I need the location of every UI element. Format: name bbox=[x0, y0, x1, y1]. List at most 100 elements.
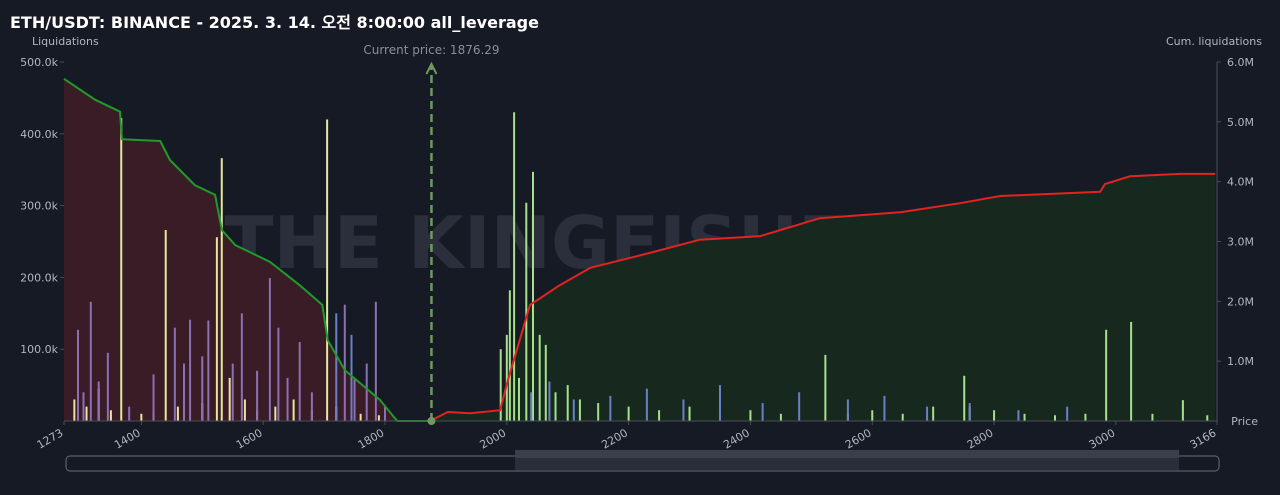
liquidation-bar bbox=[1151, 413, 1154, 421]
liquidation-bar bbox=[310, 392, 313, 421]
liquidation-bar bbox=[176, 406, 179, 421]
y2-tick-label: 5.0M bbox=[1227, 116, 1254, 129]
liquidation-bar bbox=[627, 406, 630, 421]
liquidation-bar bbox=[993, 410, 996, 421]
liquidation-bar bbox=[926, 406, 929, 421]
chart-title: ETH/USDT: BINANCE - 2025. 3. 14. 오전 8:00… bbox=[10, 13, 539, 32]
y2-tick-label: 1.0M bbox=[1227, 355, 1254, 368]
liquidation-bar bbox=[240, 313, 243, 421]
liquidation-bar bbox=[883, 395, 886, 421]
liquidation-bar bbox=[779, 413, 782, 421]
y2-tick-label: 2.0M bbox=[1227, 295, 1254, 308]
liquidation-bar bbox=[109, 410, 112, 421]
liquidation-bar bbox=[77, 329, 80, 421]
liquidation-bar bbox=[231, 363, 234, 421]
liquidation-bar bbox=[682, 399, 685, 421]
liquidation-bar bbox=[228, 377, 231, 421]
liquidation-bar bbox=[128, 406, 131, 421]
cumulative-area bbox=[430, 173, 1216, 421]
liquidation-bar bbox=[343, 304, 346, 421]
liquidation-bar bbox=[292, 399, 295, 421]
liquidation-bar bbox=[1206, 415, 1209, 421]
liquidation-bar bbox=[365, 363, 368, 421]
y2-tick-label: 6.0M bbox=[1227, 56, 1254, 69]
liquidation-bar bbox=[761, 403, 764, 421]
liquidation-bar bbox=[256, 370, 259, 421]
liquidation-bar bbox=[274, 406, 277, 421]
liquidation-bar bbox=[517, 377, 520, 421]
liquidation-bar bbox=[718, 385, 721, 421]
liquidation-bar bbox=[120, 118, 123, 421]
liquidation-bar bbox=[645, 388, 648, 421]
liquidation-bar bbox=[215, 237, 218, 421]
current-price-arrow bbox=[425, 61, 438, 75]
liquidation-bar bbox=[525, 202, 528, 421]
y-axis-label: Liquidations bbox=[32, 35, 99, 48]
liquidation-bar bbox=[1023, 413, 1026, 421]
liquidation-bar bbox=[609, 395, 612, 421]
cumulative-line bbox=[429, 172, 1216, 422]
liquidation-bar bbox=[383, 406, 386, 421]
liquidation-bar bbox=[207, 320, 210, 421]
liquidation-bar bbox=[268, 278, 271, 421]
liquidation-bar bbox=[597, 403, 600, 421]
liquidation-bar bbox=[572, 399, 575, 421]
liquidation-bar bbox=[578, 399, 581, 421]
liquidation-bar bbox=[220, 158, 223, 421]
scrollbar-range[interactable] bbox=[515, 458, 1179, 470]
liquidation-bar bbox=[326, 119, 329, 421]
x-axis-label: Price bbox=[1231, 415, 1258, 428]
liquidation-bar bbox=[286, 377, 289, 421]
current-price-dot bbox=[427, 417, 436, 425]
y-tick-label: 300.0k bbox=[20, 200, 58, 213]
liquidation-bar bbox=[173, 327, 176, 421]
liquidation-bar bbox=[152, 374, 155, 421]
liquidation-bar bbox=[531, 171, 534, 421]
liquidation-bar bbox=[277, 327, 280, 421]
liquidation-bar bbox=[1084, 413, 1087, 421]
y-tick-label: 100.0k bbox=[20, 343, 58, 356]
liquidation-bar bbox=[201, 356, 204, 421]
liquidation-bar bbox=[97, 381, 100, 421]
liquidation-bar bbox=[963, 375, 966, 421]
liquidation-bar bbox=[824, 354, 827, 421]
liquidation-bar bbox=[82, 392, 85, 421]
cumulative-line bbox=[63, 77, 431, 422]
liquidation-bar bbox=[508, 290, 511, 421]
liquidation-bar bbox=[566, 385, 569, 421]
liquidation-bar bbox=[1181, 400, 1184, 421]
liquidation-bar bbox=[901, 413, 904, 421]
liquidation-bar bbox=[499, 349, 502, 421]
liquidation-bar bbox=[968, 403, 971, 421]
liquidation-bar bbox=[513, 112, 516, 421]
y2-axis-label: Cum. liquidations bbox=[1166, 35, 1262, 48]
liquidation-bar bbox=[243, 399, 246, 421]
liquidation-bar bbox=[505, 334, 508, 421]
liquidation-bar bbox=[544, 344, 547, 421]
liquidation-bar bbox=[1017, 410, 1020, 421]
liquidation-bar bbox=[164, 230, 167, 421]
liquidation-bar bbox=[73, 399, 76, 421]
liquidation-bar bbox=[359, 413, 362, 421]
liquidation-bar bbox=[377, 415, 380, 421]
y2-tick-label: 4.0M bbox=[1227, 176, 1254, 189]
liquidation-bar bbox=[140, 413, 143, 421]
liquidation-bar bbox=[530, 392, 533, 421]
liquidation-bar bbox=[298, 342, 301, 421]
liquidation-bar bbox=[1066, 406, 1069, 421]
liquidation-bar bbox=[749, 410, 752, 421]
liquidation-bar bbox=[538, 334, 541, 421]
liquidation-bar bbox=[1105, 329, 1108, 421]
scrollbar-handle[interactable] bbox=[515, 450, 1179, 458]
y-tick-label: 500.0k bbox=[20, 56, 58, 69]
liquidation-bar bbox=[353, 377, 356, 421]
liquidation-bar bbox=[85, 406, 88, 421]
y-tick-label: 400.0k bbox=[20, 128, 58, 141]
liquidation-bar bbox=[871, 410, 874, 421]
liquidation-bar bbox=[350, 334, 353, 421]
liquidation-bar bbox=[335, 313, 338, 421]
liquidation-bar bbox=[106, 352, 109, 421]
cumulative-area bbox=[64, 78, 431, 422]
liquidation-bar bbox=[548, 381, 551, 421]
